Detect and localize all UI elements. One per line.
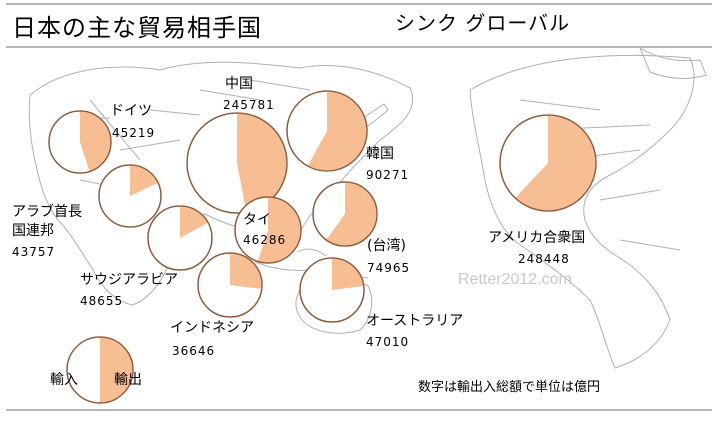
legend-pie-export-slice (100, 337, 133, 403)
pie-korea-export-slice (307, 91, 368, 171)
pie-australia (299, 257, 365, 323)
pie-germany-export-slice (80, 111, 111, 172)
pie-usa-outline (499, 114, 597, 212)
pie-uae (98, 164, 162, 228)
label-china: 中国 (225, 76, 253, 92)
header-rule (6, 46, 712, 48)
value-taiwan: 74965 (367, 261, 411, 275)
pie-korea (286, 90, 368, 172)
label-thailand: タイ (243, 212, 271, 228)
pie-thailand-outline (234, 196, 302, 264)
value-indonesia: 36646 (172, 344, 216, 358)
pie-thailand (234, 196, 302, 264)
pie-indonesia-outline (197, 252, 263, 318)
label-usa: アメリカ合衆国 (488, 230, 586, 246)
pie-taiwan-export-slice (326, 182, 377, 246)
pie-taiwan-outline (312, 181, 378, 247)
pie-australia-outline (299, 257, 365, 323)
pie-taiwan (312, 181, 378, 247)
pie-china (186, 112, 288, 214)
label-taiwan: (台湾) (367, 238, 406, 254)
site-name: シンク グローバル (395, 11, 571, 35)
label-uae-line2: 国連邦 (12, 223, 54, 239)
pie-thailand-export-slice (257, 197, 301, 263)
label-uae-line1: アラブ首長 (12, 204, 82, 220)
pie-usa-export-slice (515, 115, 596, 211)
watermark: Retter2012.com (458, 271, 572, 288)
pie-saudi-arabia-outline (147, 205, 213, 271)
value-saudi-arabia: 48655 (80, 294, 124, 308)
value-thailand: 46286 (243, 233, 287, 247)
pie-uae-export-slice (130, 165, 159, 196)
value-uae: 43757 (12, 245, 56, 259)
value-korea: 90271 (366, 168, 410, 182)
label-saudi-arabia: サウジアラビア (80, 272, 178, 288)
pie-germany-outline (48, 110, 112, 174)
label-indonesia: インドネシア (170, 320, 254, 336)
pie-australia-export-slice (332, 258, 364, 290)
value-australia: 47010 (366, 335, 410, 349)
legend-export-label: 輸出 (114, 372, 142, 388)
pie-uae-outline (98, 164, 162, 228)
label-germany: ドイツ (110, 103, 152, 119)
trade-pie-circles (48, 90, 597, 404)
pie-germany (48, 110, 112, 174)
value-usa: 248448 (518, 252, 570, 266)
label-korea: 韓国 (366, 146, 394, 162)
pie-indonesia (197, 252, 263, 318)
top-rule (6, 3, 712, 5)
pie-indonesia-export-slice (230, 253, 262, 290)
footnote: 数字は輸出入総額で単位は億円 (418, 380, 601, 395)
legend-pie (66, 336, 134, 404)
label-australia: オーストラリア (366, 313, 464, 329)
pie-saudi-arabia (147, 205, 213, 271)
value-germany: 45219 (112, 126, 156, 140)
page-title: 日本の主な貿易相手国 (12, 14, 262, 42)
value-china: 245781 (223, 98, 275, 112)
bottom-rule (6, 409, 712, 411)
pie-usa (499, 114, 597, 212)
legend-import-label: 輸入 (50, 372, 78, 388)
pie-korea-outline (286, 90, 368, 172)
pie-china-outline (186, 112, 288, 214)
pie-china-export-slice (237, 113, 287, 213)
legend-pie-outline (66, 336, 134, 404)
